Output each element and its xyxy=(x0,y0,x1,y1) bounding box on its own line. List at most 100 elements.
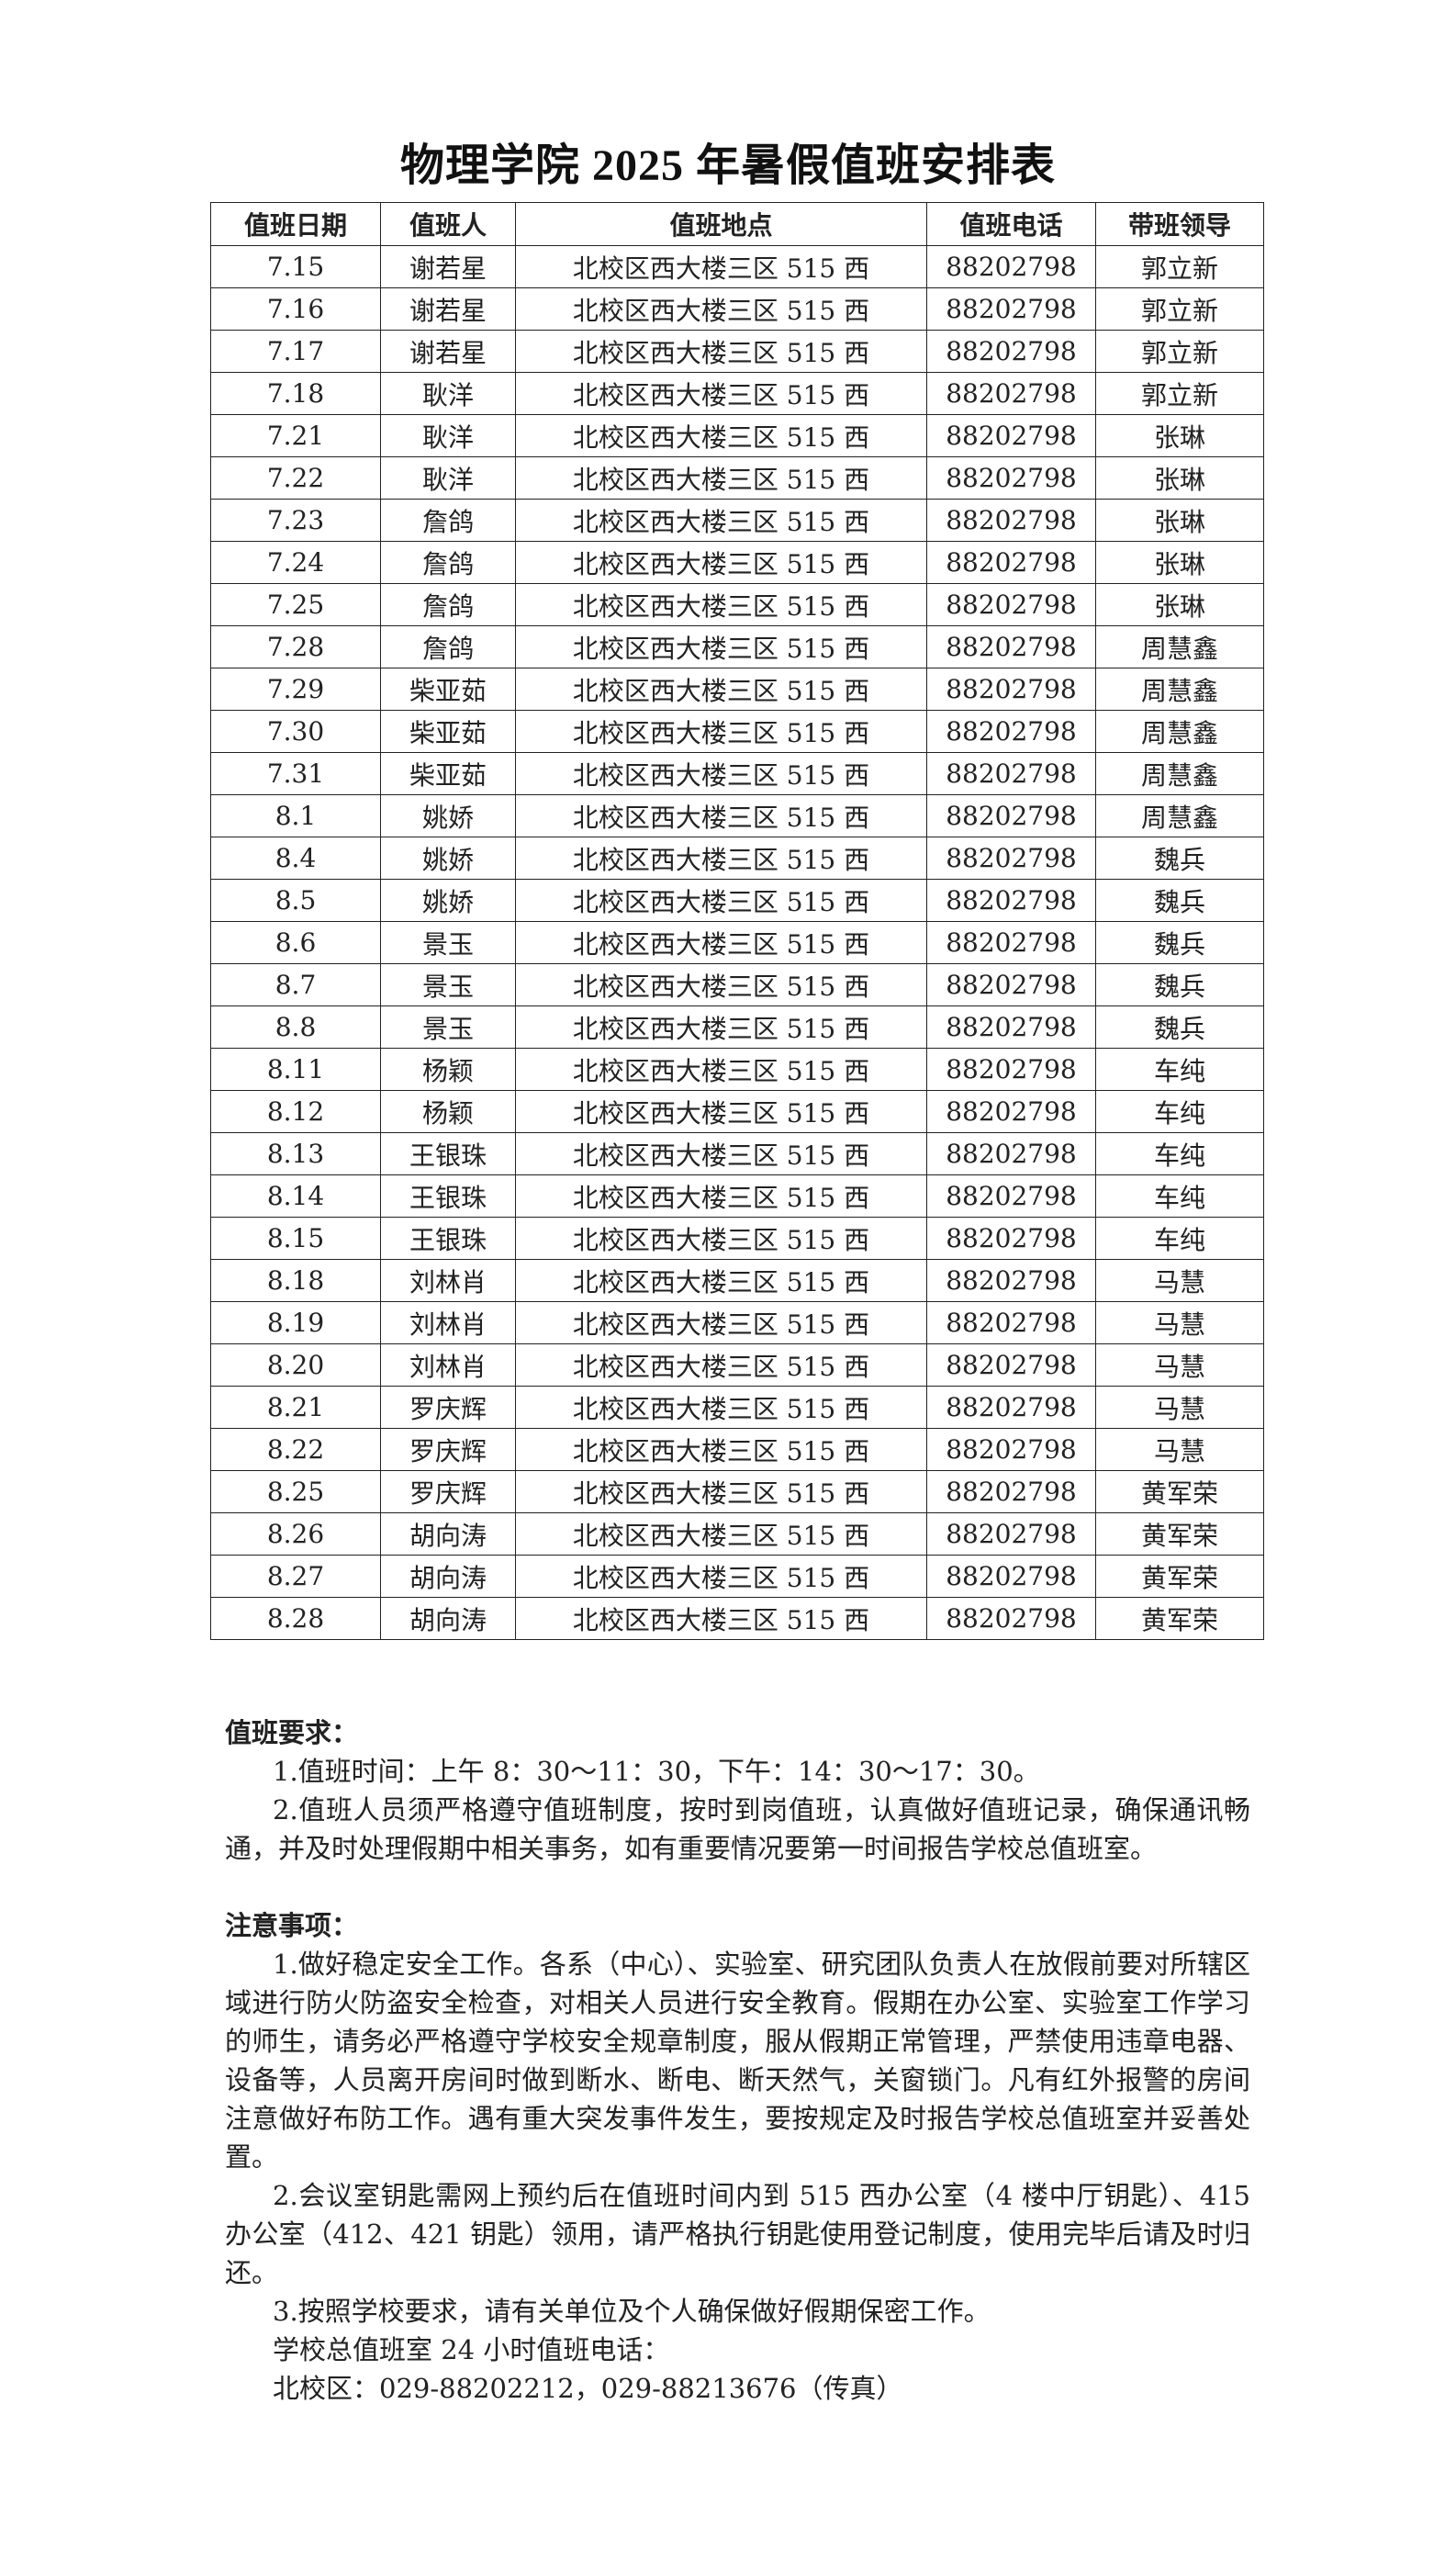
cell-location: 北校区西大楼三区 515 西 xyxy=(515,752,927,795)
cell-date: 8.7 xyxy=(210,963,381,1006)
table-row: 8.7 景玉 北校区西大楼三区 515 西 88202798 魏兵 xyxy=(210,963,1264,1006)
cell-date: 8.14 xyxy=(210,1174,381,1218)
cell-phone: 88202798 xyxy=(926,1301,1096,1344)
cell-location: 北校区西大楼三区 515 西 xyxy=(515,879,927,922)
table-row: 7.21 耿洋 北校区西大楼三区 515 西 88202798 张琳 xyxy=(210,414,1264,457)
cell-leader: 黄军荣 xyxy=(1095,1597,1264,1640)
notices-heading: 注意事项： xyxy=(225,1910,359,1941)
cell-person: 耿洋 xyxy=(380,456,516,500)
cell-leader: 车纯 xyxy=(1095,1217,1264,1260)
cell-date: 7.30 xyxy=(210,710,381,753)
table-row: 8.1 姚娇 北校区西大楼三区 515 西 88202798 周慧鑫 xyxy=(210,794,1264,837)
table-row: 8.14 王银珠 北校区西大楼三区 515 西 88202798 车纯 xyxy=(210,1174,1264,1218)
table-body: 7.15 谢若星 北校区西大楼三区 515 西 88202798 郭立新 7.16 谢若星北… xyxy=(210,245,1264,1640)
cell-leader: 周慧鑫 xyxy=(1095,710,1264,753)
cell-phone: 88202798 xyxy=(926,372,1096,415)
cell-person: 谢若星 xyxy=(380,287,516,331)
cell-phone: 88202798 xyxy=(926,1217,1096,1260)
cell-phone: 88202798 xyxy=(926,1048,1096,1091)
requirements-heading: 值班要求： xyxy=(225,1717,359,1748)
cell-location: 北校区西大楼三区 515 西 xyxy=(515,499,927,542)
cell-location: 北校区西大楼三区 515 西 xyxy=(515,1048,927,1091)
cell-location: 北校区西大楼三区 515 西 xyxy=(515,1301,927,1344)
cell-person: 景玉 xyxy=(380,921,516,964)
requirement-item: 2.值班人员须严格遵守值班制度，按时到岗值班，认真做好值班记录，确保通讯畅通，并… xyxy=(225,1794,1250,1864)
cell-date: 7.15 xyxy=(210,245,381,288)
cell-person: 罗庆辉 xyxy=(380,1470,516,1513)
table-row: 8.12 杨颖 北校区西大楼三区 515 西 88202798 车纯 xyxy=(210,1090,1264,1133)
cell-location: 北校区西大楼三区 515 西 xyxy=(515,1217,927,1260)
cell-location: 北校区西大楼三区 515 西 xyxy=(515,1174,927,1218)
table-row: 8.26 胡向涛 北校区西大楼三区 515 西 88202798 黄军荣 xyxy=(210,1512,1264,1556)
cell-date: 7.25 xyxy=(210,583,381,626)
cell-leader: 郭立新 xyxy=(1095,245,1264,288)
cell-leader: 马慧 xyxy=(1095,1343,1264,1387)
cell-date: 7.21 xyxy=(210,414,381,457)
cell-leader: 张琳 xyxy=(1095,499,1264,542)
cell-date: 8.19 xyxy=(210,1301,381,1344)
notice-item: 3.按照学校要求，请有关单位及个人确保做好假期保密工作。 xyxy=(273,2296,991,2327)
cell-date: 8.11 xyxy=(210,1048,381,1091)
cell-date: 7.28 xyxy=(210,625,381,668)
cell-phone: 88202798 xyxy=(926,583,1096,626)
cell-location: 北校区西大楼三区 515 西 xyxy=(515,330,927,373)
cell-leader: 魏兵 xyxy=(1095,879,1264,922)
cell-date: 7.18 xyxy=(210,372,381,415)
table-row: 8.21 罗庆辉 北校区西大楼三区 515 西 88202798 马慧 xyxy=(210,1386,1264,1429)
cell-person: 景玉 xyxy=(380,1005,516,1049)
hotline-numbers: 北校区：029-88202212，029-88213676（传真） xyxy=(273,2373,903,2404)
cell-leader: 马慧 xyxy=(1095,1428,1264,1471)
cell-date: 8.5 xyxy=(210,879,381,922)
table-row: 8.25 罗庆辉 北校区西大楼三区 515 西 88202798 黄军荣 xyxy=(210,1470,1264,1513)
cell-location: 北校区西大楼三区 515 西 xyxy=(515,1386,927,1429)
cell-location: 北校区西大楼三区 515 西 xyxy=(515,583,927,626)
cell-phone: 88202798 xyxy=(926,456,1096,500)
table-row: 7.28 詹鸽 北校区西大楼三区 515 西 88202798 周慧鑫 xyxy=(210,625,1264,668)
cell-phone: 88202798 xyxy=(926,879,1096,922)
column-header-location: 值班地点 xyxy=(515,202,927,246)
cell-person: 杨颖 xyxy=(380,1048,516,1091)
cell-person: 罗庆辉 xyxy=(380,1386,516,1429)
cell-location: 北校区西大楼三区 515 西 xyxy=(515,1005,927,1049)
cell-date: 7.24 xyxy=(210,541,381,584)
cell-location: 北校区西大楼三区 515 西 xyxy=(515,1512,927,1556)
cell-location: 北校区西大楼三区 515 西 xyxy=(515,921,927,964)
cell-person: 詹鸽 xyxy=(380,499,516,542)
cell-location: 北校区西大楼三区 515 西 xyxy=(515,794,927,837)
cell-phone: 88202798 xyxy=(926,245,1096,288)
cell-phone: 88202798 xyxy=(926,1470,1096,1513)
cell-date: 7.23 xyxy=(210,499,381,542)
cell-phone: 88202798 xyxy=(926,1174,1096,1218)
cell-location: 北校区西大楼三区 515 西 xyxy=(515,1555,927,1598)
cell-location: 北校区西大楼三区 515 西 xyxy=(515,1597,927,1640)
cell-phone: 88202798 xyxy=(926,752,1096,795)
cell-location: 北校区西大楼三区 515 西 xyxy=(515,710,927,753)
cell-date: 8.27 xyxy=(210,1555,381,1598)
cell-phone: 88202798 xyxy=(926,710,1096,753)
cell-location: 北校区西大楼三区 515 西 xyxy=(515,1343,927,1387)
cell-phone: 88202798 xyxy=(926,1555,1096,1598)
cell-location: 北校区西大楼三区 515 西 xyxy=(515,963,927,1006)
table-row: 7.29 柴亚茹 北校区西大楼三区 515 西 88202798 周慧鑫 xyxy=(210,668,1264,711)
cell-person: 柴亚茹 xyxy=(380,710,516,753)
table-row: 7.15 谢若星 北校区西大楼三区 515 西 88202798 郭立新 xyxy=(210,245,1264,288)
cell-phone: 88202798 xyxy=(926,1386,1096,1429)
cell-phone: 88202798 xyxy=(926,668,1096,711)
cell-leader: 周慧鑫 xyxy=(1095,625,1264,668)
cell-person: 刘林肖 xyxy=(380,1343,516,1387)
cell-phone: 88202798 xyxy=(926,499,1096,542)
cell-leader: 车纯 xyxy=(1095,1090,1264,1133)
cell-location: 北校区西大楼三区 515 西 xyxy=(515,1428,927,1471)
cell-phone: 88202798 xyxy=(926,287,1096,331)
cell-person: 谢若星 xyxy=(380,245,516,288)
cell-phone: 88202798 xyxy=(926,541,1096,584)
cell-phone: 88202798 xyxy=(926,1090,1096,1133)
cell-person: 姚娇 xyxy=(380,794,516,837)
cell-leader: 张琳 xyxy=(1095,456,1264,500)
cell-phone: 88202798 xyxy=(926,414,1096,457)
cell-person: 耿洋 xyxy=(380,414,516,457)
cell-person: 胡向涛 xyxy=(380,1512,516,1556)
cell-date: 8.22 xyxy=(210,1428,381,1471)
cell-leader: 周慧鑫 xyxy=(1095,752,1264,795)
cell-leader: 马慧 xyxy=(1095,1301,1264,1344)
